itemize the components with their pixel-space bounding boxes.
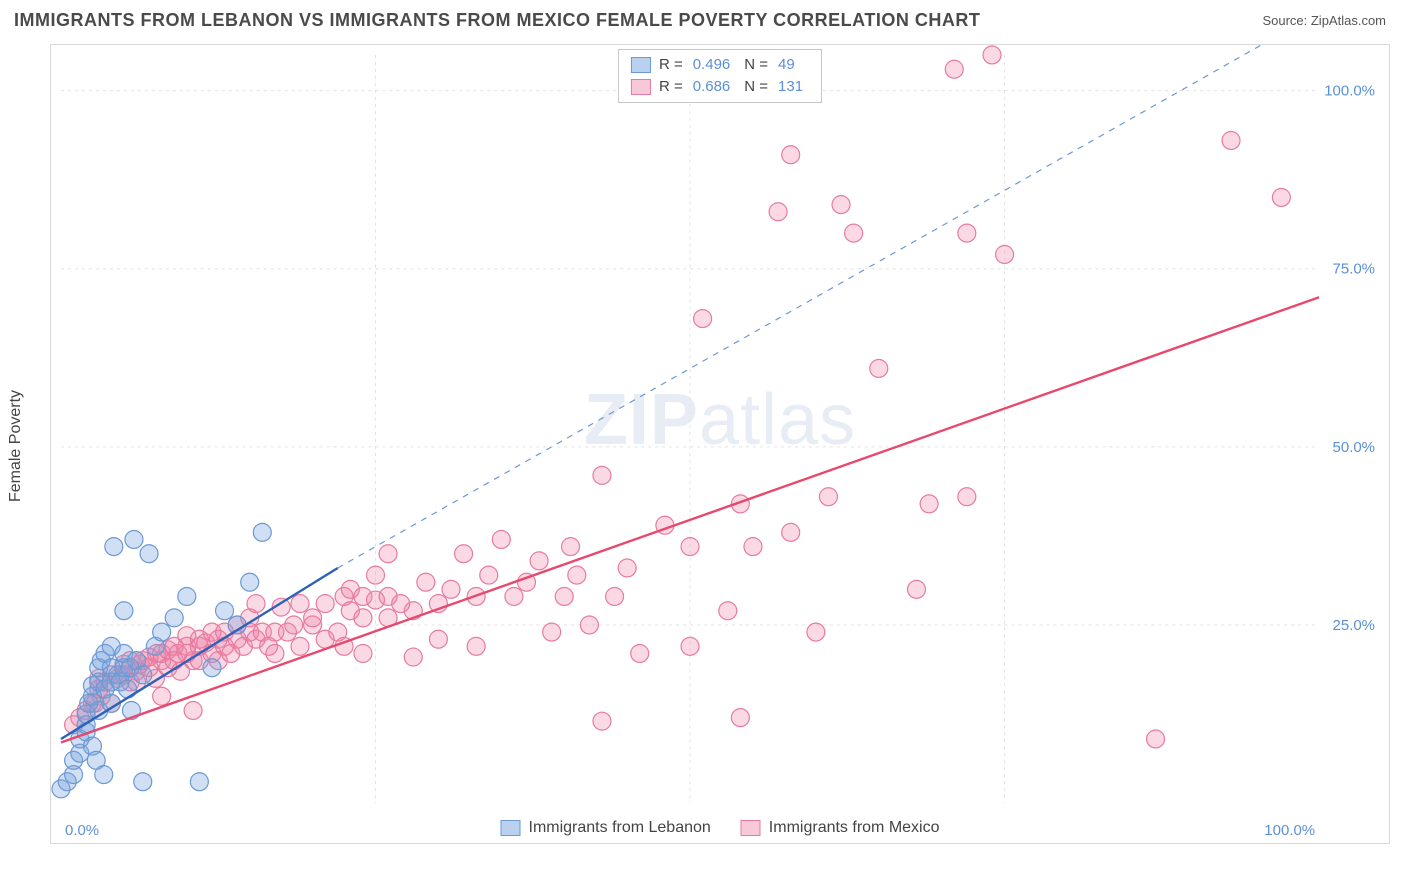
svg-text:100.0%: 100.0% xyxy=(1324,83,1375,100)
chart-title: IMMIGRANTS FROM LEBANON VS IMMIGRANTS FR… xyxy=(14,10,980,31)
swatch-mexico-bottom xyxy=(741,820,761,836)
bottom-legend-label-mexico: Immigrants from Mexico xyxy=(769,819,940,837)
svg-text:50.0%: 50.0% xyxy=(1333,439,1375,456)
chart-header: IMMIGRANTS FROM LEBANON VS IMMIGRANTS FR… xyxy=(0,0,1406,39)
svg-text:25.0%: 25.0% xyxy=(1333,617,1375,634)
svg-text:100.0%: 100.0% xyxy=(1264,822,1315,839)
svg-text:75.0%: 75.0% xyxy=(1333,261,1375,278)
legend-n-value-lebanon: 49 xyxy=(778,54,795,76)
legend-row-mexico: R = 0.686 N = 131 xyxy=(631,76,809,98)
legend-n-label: N = xyxy=(744,76,768,98)
svg-text:0.0%: 0.0% xyxy=(65,822,99,839)
swatch-lebanon xyxy=(631,57,651,73)
legend-n-value-mexico: 131 xyxy=(778,76,803,98)
bottom-legend-mexico: Immigrants from Mexico xyxy=(741,819,940,837)
legend-row-lebanon: R = 0.496 N = 49 xyxy=(631,54,809,76)
bottom-legend-label-lebanon: Immigrants from Lebanon xyxy=(528,819,710,837)
legend-r-label: R = xyxy=(659,76,683,98)
plot-svg: 25.0% 50.0% 75.0% 100.0% 0.0% 100.0% xyxy=(51,45,1389,843)
bottom-legend-lebanon: Immigrants from Lebanon xyxy=(500,819,710,837)
legend-r-label: R = xyxy=(659,54,683,76)
legend-r-value-lebanon: 0.496 xyxy=(693,54,731,76)
legend-n-label: N = xyxy=(744,54,768,76)
y-axis-label: Female Poverty xyxy=(7,390,25,502)
swatch-mexico xyxy=(631,79,651,95)
chart-area: ZIPatlas 25.0%50.0%75.0%100.0%0.0%100.0%… xyxy=(50,44,1390,844)
legend-r-value-mexico: 0.686 xyxy=(693,76,731,98)
bottom-legend: Immigrants from Lebanon Immigrants from … xyxy=(500,819,939,837)
correlation-legend: R = 0.496 N = 49 R = 0.686 N = 131 xyxy=(618,49,822,103)
swatch-lebanon-bottom xyxy=(500,820,520,836)
chart-source: Source: ZipAtlas.com xyxy=(1262,13,1386,28)
